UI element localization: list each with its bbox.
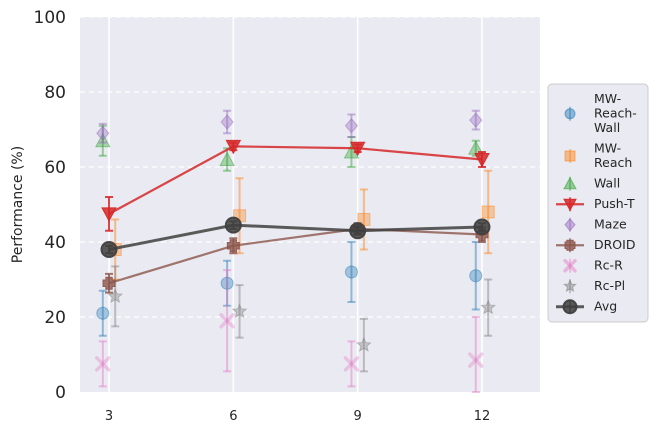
- legend-item-mw-reach-wall: MW-Reach-Wall: [564, 91, 637, 135]
- series-avg: [100, 216, 491, 258]
- legend-marker: [562, 299, 578, 315]
- legend-label: Reach: [594, 155, 632, 170]
- plot-background: [80, 17, 540, 392]
- series-mw-reach-wall: [96, 241, 483, 337]
- legend-label: DROID: [594, 237, 635, 252]
- y-axis-label: Performance (%): [10, 146, 26, 263]
- x-tick-label: 3: [105, 409, 113, 424]
- x-stroke: [219, 313, 235, 329]
- avg-point: [349, 222, 367, 240]
- legend-item-avg: Avg: [556, 299, 617, 315]
- legend-item-rc-r: Rc-R: [563, 258, 623, 273]
- legend-item-mw-reach: MW-Reach: [564, 141, 632, 170]
- legend-label: MW-: [594, 141, 621, 156]
- maze-point: [96, 125, 110, 142]
- maze-point: [344, 117, 359, 134]
- rc-r-point: [219, 313, 235, 329]
- x-tick-label: 9: [354, 409, 362, 424]
- legend-marker: [564, 217, 576, 232]
- droid-point: [102, 276, 116, 290]
- legend-marker: [563, 259, 577, 273]
- legend-label: Push-T: [594, 196, 635, 211]
- push-t-point: [349, 141, 366, 157]
- x-tick-label: 12: [474, 409, 491, 424]
- legend-item-rc-pl: Rc-Pl: [563, 278, 625, 294]
- legend-label: Wall: [594, 120, 620, 135]
- rc-pl-point: [231, 303, 248, 319]
- rc-pl-point: [355, 336, 372, 352]
- avg-point: [224, 216, 242, 234]
- droid-line: [108, 227, 483, 285]
- y-tick-label: 40: [44, 233, 66, 253]
- rc-pl-point: [107, 288, 124, 304]
- legend-marker: [563, 176, 577, 190]
- x-tick-label: 6: [229, 409, 237, 424]
- legend-marker: [564, 150, 576, 162]
- legend-item-push-t: Push-T: [556, 196, 635, 212]
- wall-point: [94, 132, 111, 148]
- legend-label: Wall: [594, 176, 620, 191]
- push-t-point: [101, 207, 117, 222]
- wall-point: [219, 151, 235, 166]
- rc-r-point: [468, 352, 484, 368]
- y-tick-label: 0: [55, 383, 66, 403]
- legend-label: MW-: [594, 91, 621, 106]
- series-maze: [96, 109, 483, 144]
- x-stroke: [563, 259, 577, 273]
- series-rc-pl: [107, 265, 497, 373]
- series-push-t: [101, 139, 490, 232]
- y-tick-label: 80: [44, 83, 66, 103]
- legend-label: Rc-Pl: [594, 278, 625, 293]
- maze-point: [469, 112, 483, 128]
- mw-reach-wall-point: [469, 269, 483, 283]
- droid-point: [226, 239, 240, 253]
- x-stroke: [95, 356, 111, 372]
- x-stroke: [343, 356, 360, 372]
- x-stroke: [343, 356, 360, 372]
- push-t-point: [225, 139, 242, 155]
- legend-marker: [564, 108, 576, 120]
- x-stroke: [468, 352, 484, 368]
- legend-label: Reach-: [594, 106, 637, 121]
- legend-item-wall: Wall: [563, 176, 620, 191]
- legend-box: [547, 83, 649, 323]
- legend-marker: [564, 239, 576, 251]
- maze-point: [220, 114, 234, 130]
- x-stroke: [219, 313, 235, 329]
- avg-line: [108, 223, 483, 251]
- legend-item-droid: DROID: [556, 237, 635, 253]
- avg-point: [100, 241, 118, 258]
- rc-r-point: [95, 356, 111, 372]
- x-stroke: [563, 259, 577, 273]
- mw-reach-point: [481, 205, 495, 219]
- y-tick-label: 20: [44, 308, 66, 328]
- legend-item-maze: Maze: [564, 217, 627, 232]
- push-t-line: [108, 145, 483, 215]
- legend: MW-Reach-WallMW-ReachWallPush-TMazeDROID…: [547, 83, 649, 323]
- series-layer: [94, 109, 497, 393]
- rc-r-point: [343, 356, 360, 372]
- series-rc-r: [95, 269, 484, 393]
- mw-reach-wall-point: [344, 265, 358, 279]
- rc-pl-point: [480, 299, 497, 315]
- legend-label: Rc-R: [594, 258, 623, 273]
- mw-reach-wall-point: [220, 276, 234, 290]
- legend-label: Avg: [594, 299, 617, 314]
- y-tick-label: 100: [34, 8, 66, 28]
- legend-label: Maze: [594, 217, 627, 232]
- x-stroke: [95, 356, 111, 372]
- axis-labels: Performance (%): [10, 146, 26, 263]
- mw-reach-wall-point: [96, 306, 110, 320]
- avg-point: [473, 218, 491, 236]
- legend-marker: [563, 278, 577, 293]
- push-t-point: [474, 153, 490, 168]
- x-stroke: [468, 352, 484, 368]
- legend-marker: [563, 198, 577, 212]
- y-tick-label: 60: [44, 158, 66, 178]
